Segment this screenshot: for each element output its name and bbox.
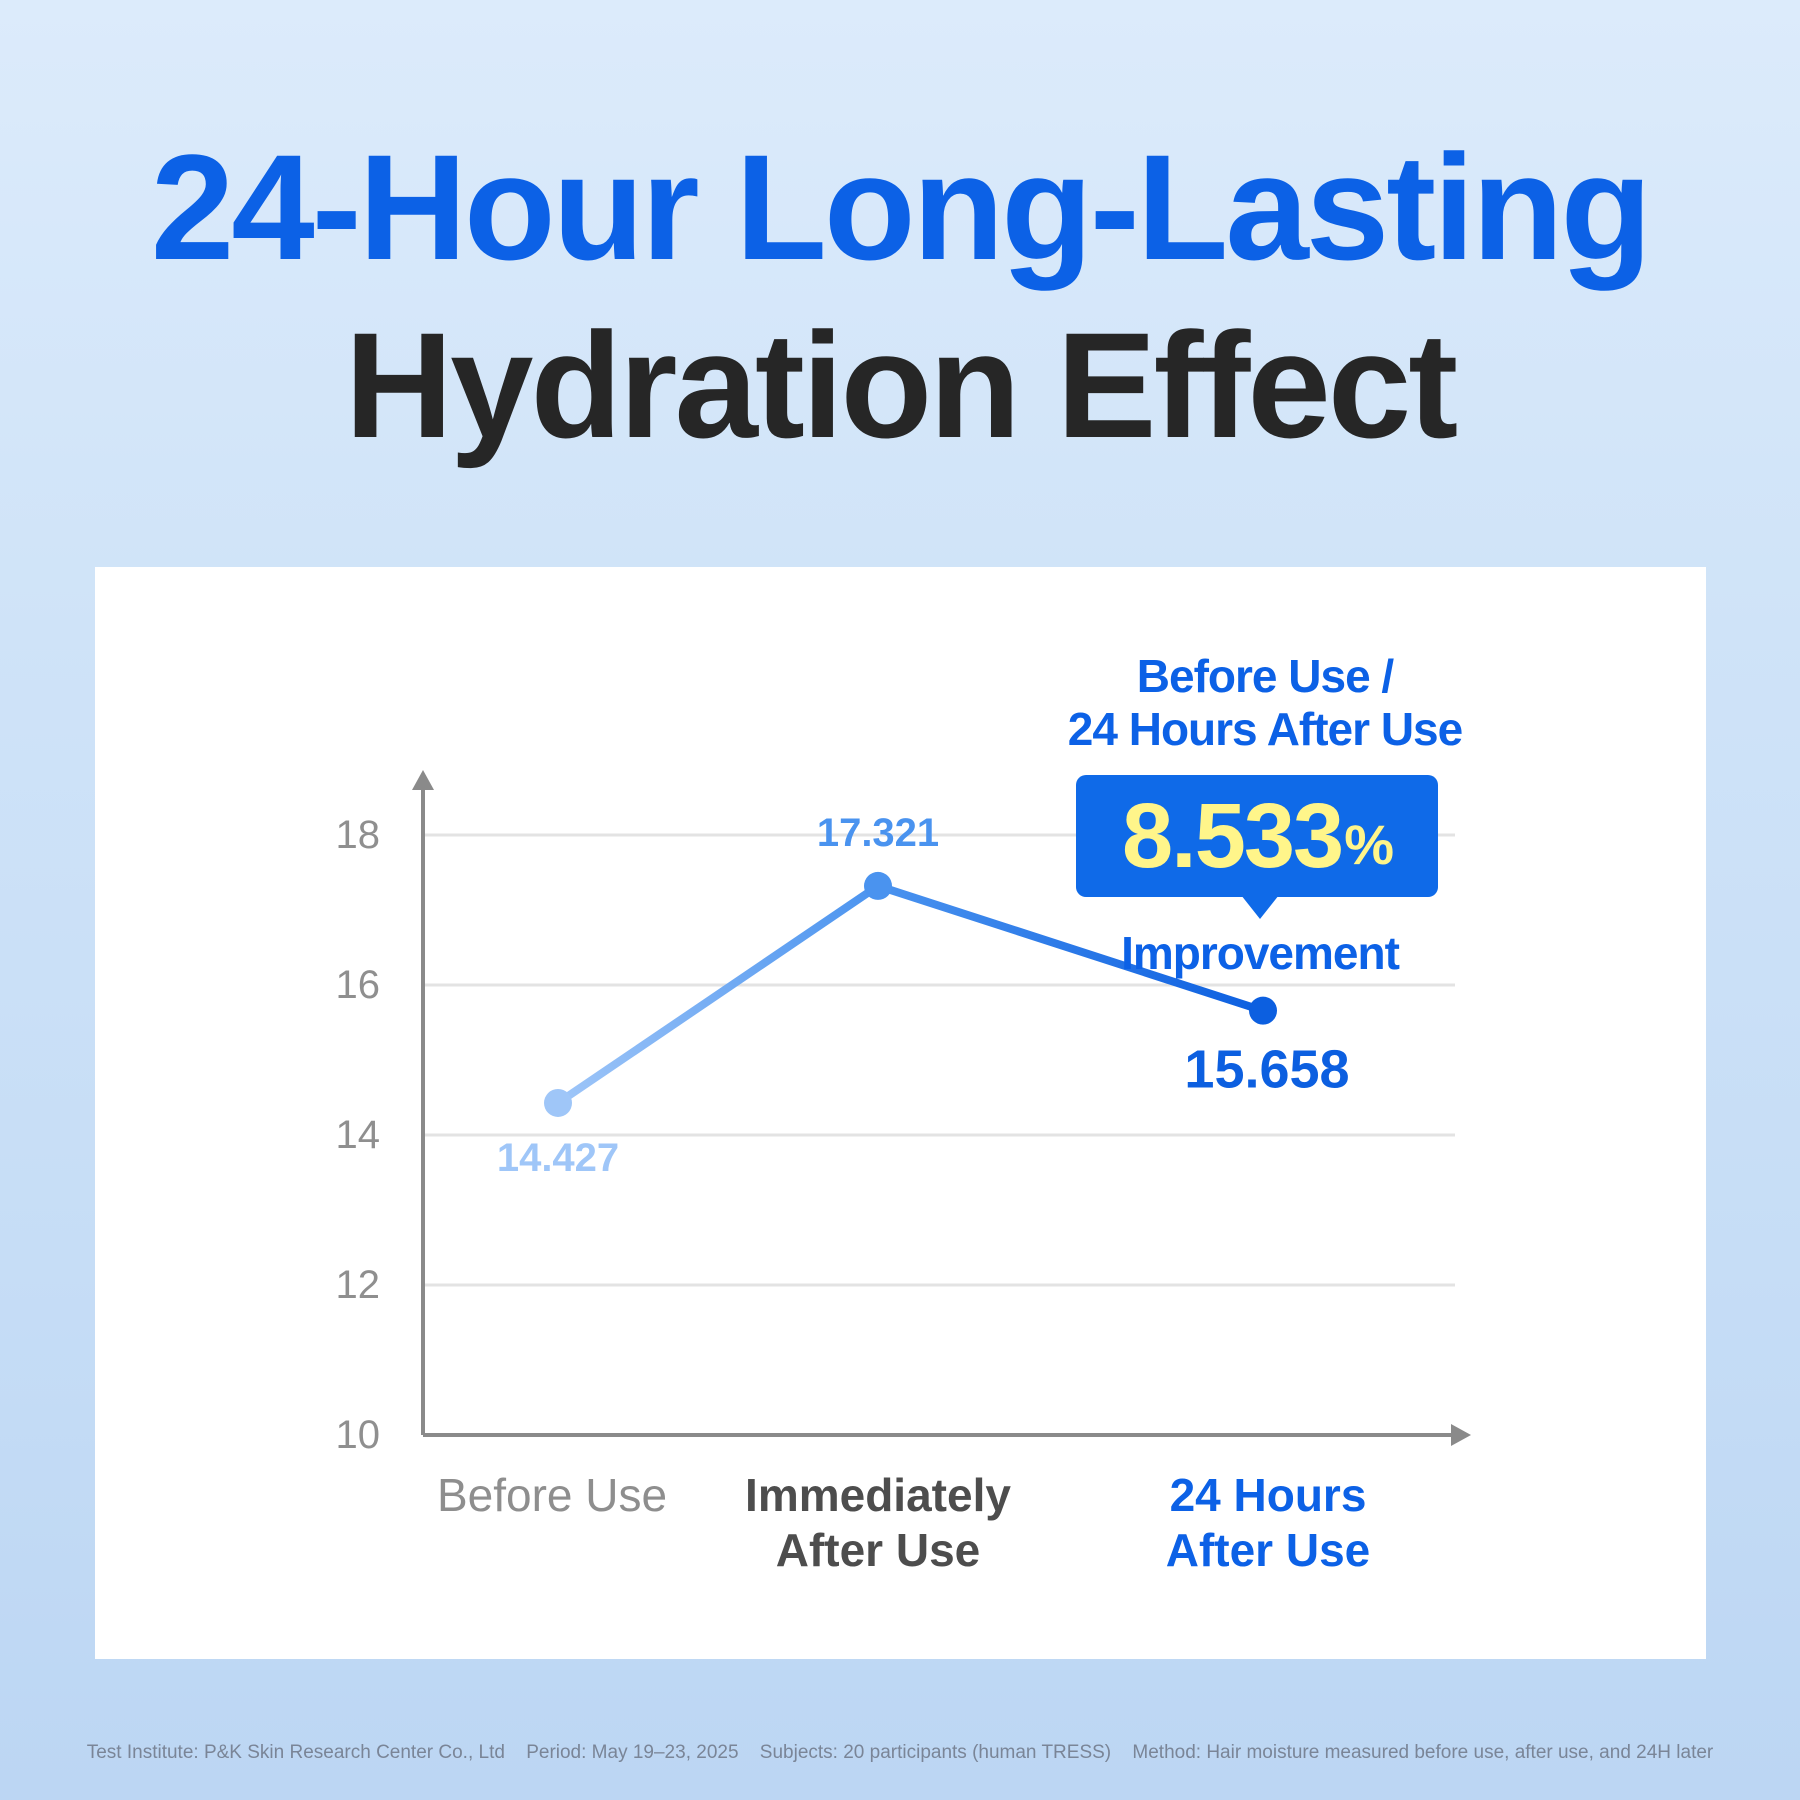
y-axis-arrow bbox=[412, 770, 434, 790]
y-tick-label: 14 bbox=[336, 1113, 381, 1157]
series-line-segment bbox=[874, 881, 1267, 1015]
x-category-label: Immediately bbox=[745, 1469, 1011, 1521]
x-category-label: After Use bbox=[776, 1524, 981, 1576]
improvement-unit: % bbox=[1344, 813, 1394, 876]
data-point bbox=[864, 871, 892, 900]
footnote-subjects: Subjects: 20 participants (human TRESS) bbox=[759, 1742, 1112, 1763]
study-footnote: Test Institute: P&K Skin Research Center… bbox=[0, 1740, 1800, 1766]
callout-heading: Before Use / 24 Hours After Use bbox=[1000, 650, 1530, 756]
footnote-period: Period: May 19–23, 2025 bbox=[526, 1742, 739, 1763]
footnote-institute: Test Institute: P&K Skin Research Center… bbox=[86, 1742, 505, 1763]
footnote-method: Method: Hair moisture measured before us… bbox=[1132, 1742, 1714, 1763]
improvement-value: 8.533 bbox=[1121, 785, 1344, 887]
data-point bbox=[1249, 996, 1277, 1025]
data-label: 14.427 bbox=[497, 1136, 619, 1180]
series-line-segment bbox=[554, 881, 882, 1107]
chart-card: 10 12 14 16 18 14.427 17.321 15.658 Before Use Im… bbox=[95, 567, 1706, 1659]
improvement-badge: 8.533 % bbox=[1076, 775, 1438, 919]
x-category-label: 24 Hours bbox=[1170, 1469, 1367, 1521]
headline-24-hour: 24-Hour bbox=[150, 123, 700, 291]
y-tick-label: 12 bbox=[336, 1263, 381, 1307]
y-tick-label: 18 bbox=[336, 813, 381, 857]
x-axis-arrow bbox=[1451, 1424, 1471, 1446]
data-label: 15.658 bbox=[1184, 1040, 1349, 1100]
headline-line-2: Hydration Effect bbox=[344, 301, 1458, 469]
x-category-label: Before Use bbox=[437, 1469, 667, 1521]
data-point bbox=[544, 1088, 572, 1117]
data-label: 17.321 bbox=[817, 811, 939, 855]
y-tick-label: 10 bbox=[336, 1413, 381, 1457]
callout-heading-line-1: Before Use / bbox=[1136, 650, 1394, 702]
x-category-label: After Use bbox=[1166, 1524, 1371, 1576]
headline-long-lasting: Long-Lasting bbox=[735, 123, 1652, 291]
callout-heading-line-2: 24 Hours After Use bbox=[1067, 703, 1463, 755]
improvement-label: Improvement bbox=[1121, 927, 1400, 979]
hydration-line-chart: 10 12 14 16 18 14.427 17.321 15.658 Before Use Im… bbox=[336, 770, 1471, 1576]
y-tick-label: 16 bbox=[336, 963, 381, 1007]
headline-line-1: 24-Hour Long-Lasting bbox=[0, 122, 1800, 292]
